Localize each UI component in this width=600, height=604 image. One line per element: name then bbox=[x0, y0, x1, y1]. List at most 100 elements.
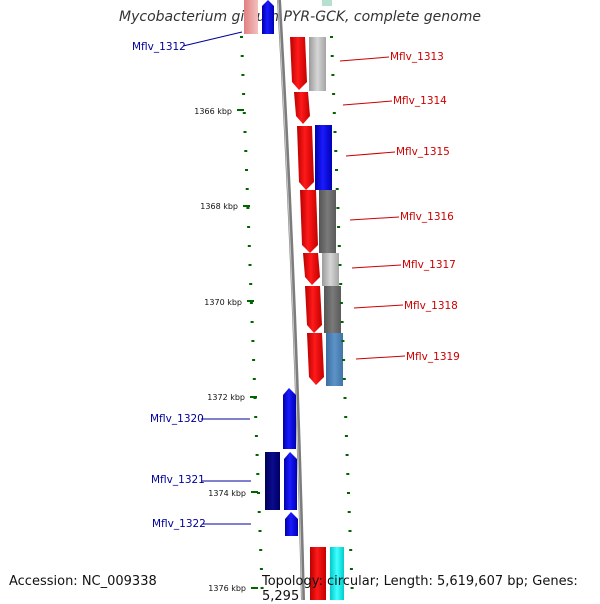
scale-label: 1370 kbp bbox=[204, 298, 242, 307]
scale-tick bbox=[332, 93, 336, 95]
partial-gene-top-mint bbox=[322, 0, 332, 6]
scale-tick bbox=[333, 131, 337, 133]
gene-arrow-mflv-1321 bbox=[284, 452, 297, 510]
partial-gene-top-pink bbox=[244, 0, 258, 34]
scale-tick bbox=[254, 435, 258, 437]
gene-arrow-mflv-1314 bbox=[294, 92, 310, 124]
scale-tick bbox=[249, 283, 253, 285]
scale-tick bbox=[345, 454, 349, 456]
scale-tick bbox=[242, 93, 246, 95]
scale-tick bbox=[344, 416, 348, 418]
scale-tick bbox=[347, 511, 351, 513]
gene-label-mflv-1320[interactable]: Mflv_1320 bbox=[150, 413, 204, 425]
gene-label-mflv-1314[interactable]: Mflv_1314 bbox=[393, 95, 447, 107]
scale-tick bbox=[258, 530, 262, 532]
scale-label: 1368 kbp bbox=[200, 202, 238, 211]
scale-tick bbox=[341, 340, 345, 342]
scale-label: 1366 kbp bbox=[194, 107, 232, 116]
scale-tick bbox=[337, 226, 341, 228]
gene-label-mflv-1319[interactable]: Mflv_1319 bbox=[406, 351, 460, 363]
scale-tick bbox=[260, 587, 264, 589]
scale-tick bbox=[344, 435, 348, 437]
scale-tick bbox=[249, 302, 253, 304]
category-block-1315 bbox=[315, 125, 332, 190]
gene-label-mflv-1315[interactable]: Mflv_1315 bbox=[396, 146, 450, 158]
scale-tick bbox=[348, 530, 352, 532]
category-block-bottom bbox=[330, 547, 344, 600]
scale-tick bbox=[330, 36, 333, 38]
scale-tick bbox=[255, 454, 259, 456]
gene-arrow-mflv-1322 bbox=[285, 512, 298, 536]
gene-label-mflv-1312[interactable]: Mflv_1312 bbox=[132, 41, 186, 53]
scale-tick bbox=[257, 492, 260, 494]
scale-tick bbox=[342, 359, 346, 361]
map-title: Mycobacterium gilvum PYR-GCK, complete g… bbox=[119, 9, 481, 25]
scale-tick bbox=[247, 245, 251, 247]
category-block-1316 bbox=[319, 190, 336, 253]
scale-tick bbox=[252, 359, 256, 361]
category-block-1317 bbox=[322, 253, 339, 286]
scale-tick bbox=[339, 283, 343, 285]
scale-tick bbox=[350, 587, 354, 589]
scale-tick bbox=[250, 321, 254, 323]
scale-tick bbox=[259, 568, 263, 570]
scale-tick bbox=[330, 55, 334, 57]
scale-tick bbox=[336, 207, 340, 209]
gene-label-mflv-1322[interactable]: Mflv_1322 bbox=[152, 518, 206, 530]
gene-arrow-mflv-1317 bbox=[303, 253, 320, 285]
scale-tick bbox=[349, 549, 353, 551]
gene-label-mflv-1318[interactable]: Mflv_1318 bbox=[404, 300, 458, 312]
gene-label-mflv-1317[interactable]: Mflv_1317 bbox=[402, 259, 456, 271]
scale-tick bbox=[254, 416, 258, 418]
category-block-1319 bbox=[326, 333, 343, 386]
scale-tick bbox=[349, 568, 353, 570]
scale-label: 1376 kbp bbox=[208, 584, 246, 593]
scale-tick bbox=[248, 264, 252, 266]
gene-label-mflv-1313[interactable]: Mflv_1313 bbox=[390, 51, 444, 63]
gene-arrow-mflv-1313 bbox=[290, 37, 307, 90]
gene-arrow-mflv-1315 bbox=[297, 126, 314, 190]
reverse-gene-labels: Mflv_1312 Mflv_1320 Mflv_1321 Mflv_1322 bbox=[132, 31, 251, 530]
scale-tick bbox=[257, 511, 261, 513]
scale-tick bbox=[241, 74, 245, 76]
genome-backbone bbox=[277, 0, 305, 600]
scale-tick bbox=[339, 302, 343, 304]
scale-tick bbox=[256, 473, 260, 475]
scale-tick bbox=[252, 378, 256, 380]
scale-tick bbox=[240, 36, 243, 38]
scale-tick bbox=[251, 340, 255, 342]
category-block-1318 bbox=[324, 286, 341, 333]
accession-text: Accession: NC_009338 bbox=[9, 574, 157, 589]
scale-tick bbox=[335, 169, 338, 171]
partial-gene-bottom-red bbox=[310, 547, 326, 600]
gene-label-mflv-1316[interactable]: Mflv_1316 bbox=[400, 211, 454, 223]
category-block-1321 bbox=[265, 452, 280, 510]
scale-tick bbox=[240, 55, 244, 57]
scale-tick bbox=[332, 112, 336, 114]
scale-tick bbox=[343, 397, 347, 399]
scale-ticks-left bbox=[240, 36, 264, 589]
gene-label-mflv-1321[interactable]: Mflv_1321 bbox=[151, 474, 205, 486]
scale-tick bbox=[337, 245, 341, 247]
gene-arrow-mflv-1318 bbox=[305, 286, 322, 333]
scale-tick bbox=[243, 131, 247, 133]
gene-arrow-mflv-1319 bbox=[307, 333, 324, 385]
scale-tick bbox=[247, 226, 251, 228]
gene-arrow-mflv-1320 bbox=[283, 388, 296, 449]
scale-label: 1374 kbp bbox=[208, 489, 246, 498]
scale-tick bbox=[244, 150, 248, 152]
forward-gene-labels: Mflv_1313 Mflv_1314 Mflv_1315 Mflv_1316 … bbox=[339, 51, 460, 363]
scale-labels: 1366 kbp 1368 kbp 1370 kbp 1372 kbp 1374… bbox=[194, 107, 258, 593]
scale-tick bbox=[245, 188, 249, 190]
scale-tick bbox=[347, 492, 350, 494]
genome-backbone-highlight bbox=[277, 0, 303, 600]
scale-tick bbox=[334, 150, 338, 152]
scale-tick bbox=[246, 207, 250, 209]
category-block-1313 bbox=[309, 37, 326, 91]
scale-tick bbox=[331, 74, 335, 76]
scale-tick bbox=[259, 549, 263, 551]
scale-tick bbox=[338, 264, 342, 266]
scale-tick bbox=[245, 169, 248, 171]
scale-tick bbox=[335, 188, 339, 190]
